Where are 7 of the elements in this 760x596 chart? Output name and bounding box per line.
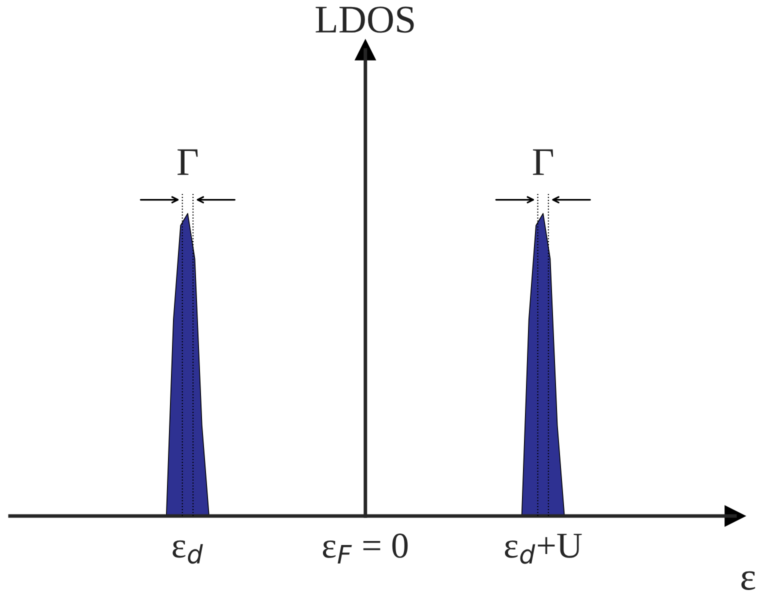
x-tick-label: ε$_{F}$ = 0 bbox=[322, 534, 408, 564]
x-tick-label: ε$_{d}$+U bbox=[504, 534, 582, 564]
x-axis-title: ε bbox=[741, 571, 756, 590]
y-axis-title: LDOS bbox=[316, 6, 414, 33]
annotation: Γ bbox=[178, 149, 198, 175]
annotation: Γ bbox=[532, 149, 554, 175]
x-tick-label: ε$_{d}$ bbox=[172, 540, 203, 564]
